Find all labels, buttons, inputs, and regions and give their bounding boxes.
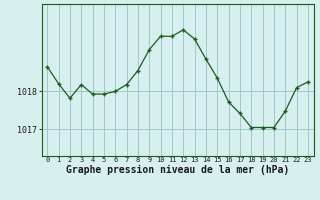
X-axis label: Graphe pression niveau de la mer (hPa): Graphe pression niveau de la mer (hPa): [66, 165, 289, 175]
